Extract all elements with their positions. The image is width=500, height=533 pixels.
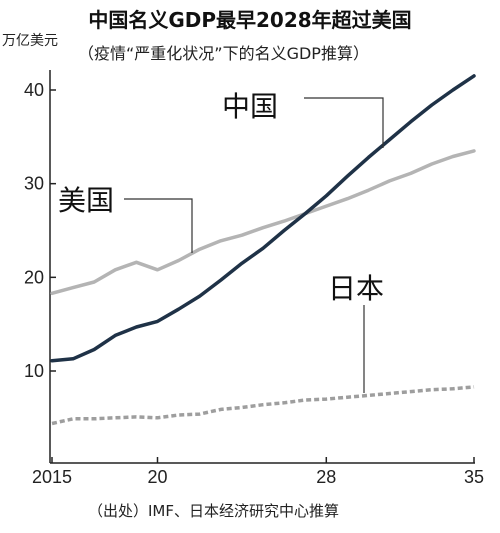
y-tick-label: 30 bbox=[24, 174, 44, 194]
us-series-line bbox=[50, 149, 476, 296]
us-leader-line bbox=[124, 198, 193, 253]
japan-series-line bbox=[51, 385, 475, 426]
x-tick-label: 35 bbox=[464, 467, 484, 487]
china-leader-line bbox=[304, 97, 384, 148]
y-axis-unit-label: 万亿美元 bbox=[2, 33, 58, 49]
source-note: （出处）IMF、日本经济研究中心推算 bbox=[88, 502, 339, 520]
japan-series-label: 日本 bbox=[328, 272, 384, 305]
x-tick-label: 28 bbox=[316, 467, 336, 487]
y-tick-label: 20 bbox=[24, 267, 44, 287]
x-tick-label: 20 bbox=[147, 467, 167, 487]
y-tick-label: 10 bbox=[24, 361, 44, 381]
us-series-label: 美国 bbox=[58, 184, 114, 217]
chart-title: 中国名义GDP最早2028年超过美国 bbox=[88, 8, 412, 32]
x-tick-label: 2015 bbox=[32, 467, 72, 487]
china-series-label: 中国 bbox=[222, 90, 278, 123]
chart-subtitle: （疫情“严重化状况”下的名义GDP推算） bbox=[78, 44, 369, 63]
y-tick-label: 40 bbox=[24, 80, 44, 100]
china-series-line bbox=[50, 74, 476, 363]
